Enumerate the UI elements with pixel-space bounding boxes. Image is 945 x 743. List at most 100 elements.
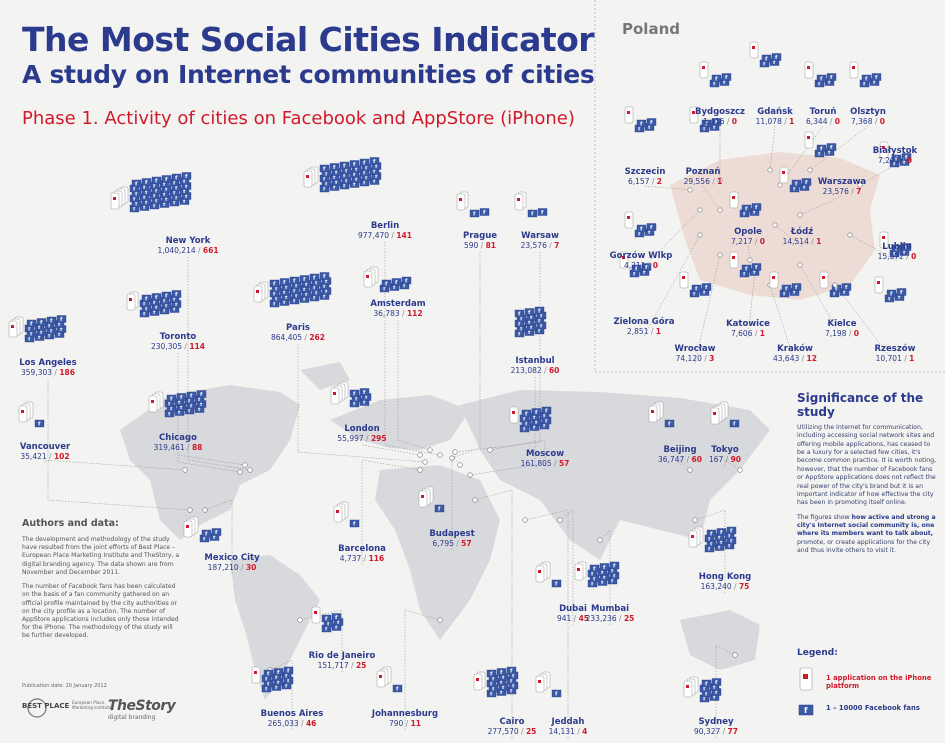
city-stats: 233,236 / 25 bbox=[585, 613, 635, 623]
fan-block bbox=[391, 278, 402, 286]
city-stats: 7,207 / 0 bbox=[878, 155, 912, 165]
city-name: Jeddah bbox=[551, 717, 585, 727]
poland-szczecin-building: f ff f bbox=[624, 106, 657, 133]
fb-glyph: f bbox=[275, 297, 278, 303]
app-mark bbox=[732, 256, 735, 259]
fb-glyph: f bbox=[365, 166, 368, 172]
fb-glyph: f bbox=[323, 294, 326, 300]
apps-count: 0 bbox=[759, 236, 765, 246]
fb-glyph: f bbox=[638, 127, 641, 133]
city-name: Łódź bbox=[790, 227, 814, 237]
poland-label-bydgoszcz: Bydgoszcz 1,416 / 0 bbox=[675, 107, 765, 126]
fb-glyph: f bbox=[405, 279, 408, 285]
fb-glyph: f bbox=[185, 184, 188, 190]
budapest-pin-dot bbox=[457, 462, 463, 468]
city-label-beijing: Beijing 36,747 / 60 bbox=[635, 445, 725, 464]
fb-glyph: f bbox=[593, 567, 596, 573]
city-label-toronto: Toronto 230,305 / 114 bbox=[133, 332, 223, 351]
fb-glyph: f bbox=[200, 392, 203, 398]
city-label-hong-kong: Hong Kong 163,240 / 75 bbox=[680, 572, 770, 591]
apps-count: 0 bbox=[911, 251, 917, 261]
poland-label-olsztyn: Olsztyn 7,368 / 0 bbox=[823, 107, 913, 126]
fan-block bbox=[891, 154, 902, 163]
fb-glyph: f bbox=[512, 684, 515, 690]
city-label-sydney: Sydney 90,327 / 77 bbox=[671, 717, 761, 736]
fan-block bbox=[263, 669, 274, 678]
apps-count: 25 bbox=[525, 726, 537, 736]
city-name: Katowice bbox=[726, 319, 770, 329]
city-name: Rio de Janeiro bbox=[308, 651, 376, 661]
fb-glyph: f bbox=[373, 169, 376, 175]
fb-glyph: f bbox=[538, 329, 541, 335]
fb-glyph: f bbox=[893, 162, 896, 168]
fb-glyph: f bbox=[708, 547, 711, 553]
city-stats: 35,421 / 102 bbox=[20, 451, 70, 461]
fans-count: 590 bbox=[463, 240, 479, 250]
app-mark bbox=[651, 410, 654, 413]
city-stats: 977,470 / 141 bbox=[358, 230, 412, 240]
fan-block bbox=[599, 563, 610, 571]
city-label-amsterdam: Amsterdam 36,783 / 112 bbox=[353, 299, 443, 318]
fb-glyph: f bbox=[490, 682, 493, 688]
fan-block bbox=[741, 204, 752, 213]
city-stats: 941 / 45 bbox=[556, 613, 590, 623]
mumbai-pin-dot bbox=[597, 537, 603, 543]
fb-glyph: f bbox=[903, 160, 906, 166]
fb-glyph: f bbox=[900, 290, 903, 296]
fb-glyph: f bbox=[165, 187, 168, 193]
chicago-pin-dot bbox=[237, 469, 243, 475]
berlin-pin-line bbox=[384, 242, 441, 456]
fans-count: 15,372 bbox=[877, 251, 904, 261]
fan-block bbox=[321, 614, 332, 623]
fb-glyph: f bbox=[175, 196, 178, 202]
fan-block bbox=[339, 161, 350, 170]
poland-lublin-pin-dot bbox=[847, 232, 853, 238]
poland-olsztyn-building: f ff f bbox=[849, 61, 882, 88]
apps-count: 60 bbox=[691, 454, 702, 464]
fan-block bbox=[273, 668, 284, 676]
city-name: Zielona Góra bbox=[613, 317, 675, 327]
fans-count: 864,405 bbox=[271, 332, 303, 342]
phone-icon bbox=[514, 193, 524, 211]
thestory-logo-sub: digital branding bbox=[108, 714, 156, 721]
fb-glyph: f bbox=[793, 290, 796, 296]
fb-glyph: f bbox=[323, 177, 326, 183]
fb-glyph: f bbox=[512, 674, 515, 680]
poland-label-bialystok: Białystok 7,207 / 0 bbox=[850, 146, 940, 165]
apps-count: 7 bbox=[554, 240, 560, 250]
city-stats: 43,643 / 12 bbox=[773, 353, 817, 363]
fb-glyph: f bbox=[313, 296, 316, 302]
london-pin-line bbox=[361, 444, 421, 456]
bestplace-logo: BEST PLACE bbox=[22, 702, 70, 710]
phone-icon bbox=[535, 675, 545, 693]
fb-glyph: f bbox=[163, 202, 166, 208]
los-angeles-building: f f f ff f f ff f f ff f f f bbox=[8, 315, 67, 343]
poland-krakow-building: f ff f bbox=[769, 271, 802, 298]
fb-glyph: f bbox=[473, 212, 476, 218]
poland-wroclaw-pin-dot bbox=[717, 252, 723, 258]
fb-glyph: f bbox=[725, 75, 728, 81]
phone-icon bbox=[473, 673, 483, 691]
fan-block bbox=[816, 144, 827, 153]
app-mark bbox=[732, 196, 735, 199]
fb-glyph: f bbox=[315, 291, 318, 297]
fb-glyph: f bbox=[325, 279, 328, 285]
city-stats: 4,737 / 116 bbox=[339, 553, 385, 563]
apps-count: 25 bbox=[355, 660, 367, 670]
significance-p1: Utilizing the Internet for communication… bbox=[797, 424, 937, 507]
city-name: Lublin bbox=[882, 242, 912, 252]
fb-glyph: f bbox=[593, 577, 596, 583]
poland-olsztyn-pin-line bbox=[809, 125, 869, 171]
poland-label-gorzow-wlkp: Gorzów Wlkp 4,211 / 0 bbox=[596, 251, 686, 270]
fans-count: 163,240 bbox=[700, 581, 732, 591]
fb-glyph: f bbox=[178, 410, 181, 416]
app-mark bbox=[421, 495, 424, 498]
sydney-building: f ff ff ff f bbox=[683, 676, 722, 703]
fb-glyph: f bbox=[343, 174, 346, 180]
fb-glyph: f bbox=[753, 210, 756, 216]
fb-glyph: f bbox=[183, 199, 186, 205]
fb-glyph: f bbox=[265, 677, 268, 683]
fb-glyph: f bbox=[133, 207, 136, 213]
fb-glyph: f bbox=[710, 532, 713, 538]
